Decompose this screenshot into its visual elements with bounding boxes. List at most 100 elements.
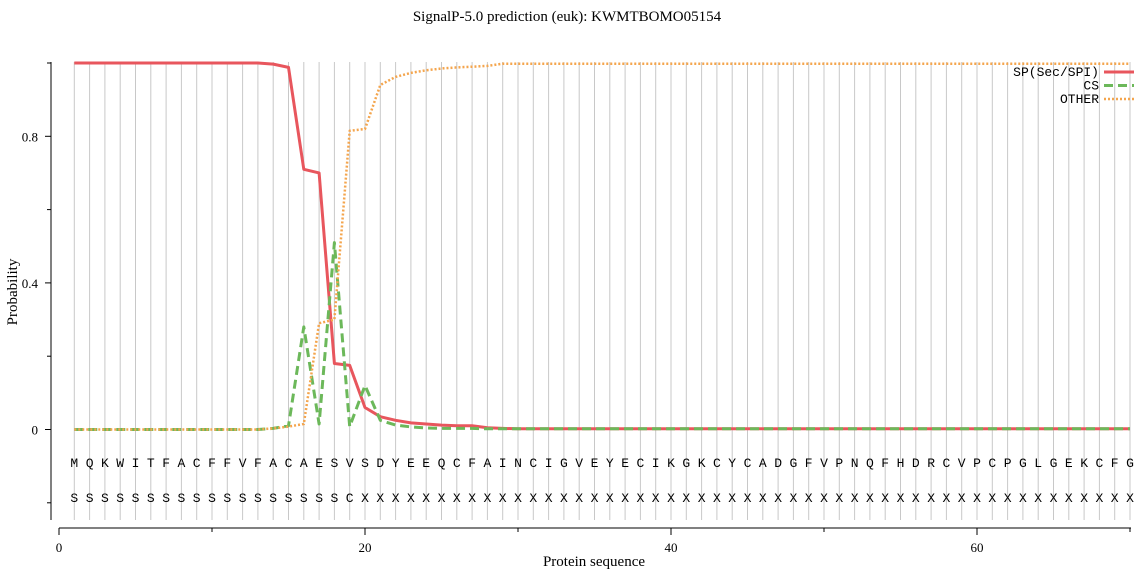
sequence-residue: G: [560, 456, 568, 471]
series-lines: [74, 61, 1130, 431]
annotation-label: X: [667, 491, 675, 506]
annotation-label: X: [881, 491, 889, 506]
series-line-cs: [74, 241, 1130, 431]
annotation-label: X: [897, 491, 905, 506]
sequence-residue: K: [698, 456, 706, 471]
annotation-label: X: [820, 491, 828, 506]
annotation-label: X: [927, 491, 935, 506]
sequence-residue: A: [269, 456, 277, 471]
annotation-label: C: [346, 491, 354, 506]
sequence-residue: Q: [438, 456, 446, 471]
sequence-residue: V: [346, 456, 354, 471]
annotation-label: X: [361, 491, 369, 506]
x-tick-label: 40: [665, 540, 678, 555]
sequence-residue: R: [927, 456, 935, 471]
annotation-label: S: [70, 491, 78, 506]
annotation-label: S: [254, 491, 262, 506]
y-tick-label: 0.4: [22, 276, 39, 291]
annotation-label: X: [1004, 491, 1012, 506]
annotation-label: S: [239, 491, 247, 506]
annotation-label: S: [269, 491, 277, 506]
annotation-label: X: [1095, 491, 1103, 506]
annotation-label: X: [973, 491, 981, 506]
annotation-label: X: [698, 491, 706, 506]
sequence-residue: E: [1065, 456, 1073, 471]
sequence-residue: F: [254, 456, 262, 471]
sequence-residue: C: [1095, 456, 1103, 471]
annotation-label: X: [529, 491, 537, 506]
sequence-residue: K: [101, 456, 109, 471]
annotation-label: X: [713, 491, 721, 506]
annotation-label: S: [132, 491, 140, 506]
sequence-residue: N: [851, 456, 859, 471]
sequence-residue: C: [942, 456, 950, 471]
sequence-residue: F: [208, 456, 216, 471]
annotation-label: X: [988, 491, 996, 506]
annotation-label: X: [774, 491, 782, 506]
sequence-residue: C: [988, 456, 996, 471]
sequence-residue: S: [330, 456, 338, 471]
sequence-residue: I: [132, 456, 140, 471]
sequence-residue: N: [514, 456, 522, 471]
annotation-label: X: [499, 491, 507, 506]
y-axis-ticks: 0 0.4 0.8: [22, 62, 51, 504]
sequence-residue: C: [744, 456, 752, 471]
sequence-residue: A: [300, 456, 308, 471]
sequence-residue: F: [881, 456, 889, 471]
annotation-label: X: [1126, 491, 1134, 506]
sequence-residue: P: [1004, 456, 1012, 471]
sequence-residue: V: [820, 456, 828, 471]
annotation-label: X: [422, 491, 430, 506]
annotation-label: X: [1080, 491, 1088, 506]
annotation-label: X: [606, 491, 614, 506]
annotation-label: X: [728, 491, 736, 506]
sequence-residue: D: [774, 456, 782, 471]
y-tick-label: 0: [32, 423, 39, 438]
sequence-residue: T: [147, 456, 155, 471]
sequence-residue: C: [529, 456, 537, 471]
sequence-residue: G: [1050, 456, 1058, 471]
sequence-residue: Y: [392, 456, 400, 471]
sequence-residue: E: [407, 456, 415, 471]
legend-label: CS: [1083, 79, 1099, 94]
annotation-label: X: [1019, 491, 1027, 506]
annotation-label: X: [866, 491, 874, 506]
legend-label: SP(Sec/SPI): [1013, 65, 1099, 80]
annotation-label: X: [851, 491, 859, 506]
sequence-residue: C: [636, 456, 644, 471]
sequence-residue: P: [835, 456, 843, 471]
sequence-residue: Q: [86, 456, 94, 471]
annotation-label: X: [958, 491, 966, 506]
sequence-residue: F: [468, 456, 476, 471]
series-line-other: [74, 62, 1130, 431]
sequence-residue: P: [973, 456, 981, 471]
annotation-label: S: [208, 491, 216, 506]
chart-title: SignalP-5.0 prediction (euk): KWMTBOMO05…: [413, 9, 722, 25]
annotation-label: X: [376, 491, 384, 506]
sequence-residue: S: [361, 456, 369, 471]
annotation-label: X: [759, 491, 767, 506]
annotation-label: S: [315, 491, 323, 506]
annotation-label: X: [483, 491, 491, 506]
sequence-residue: I: [499, 456, 507, 471]
x-tick-label: 20: [359, 540, 372, 555]
annotation-label: X: [636, 491, 644, 506]
sequence-residue: I: [545, 456, 553, 471]
sequence-residue: M: [70, 456, 78, 471]
sequence-residue: A: [759, 456, 767, 471]
sequence-residue: D: [376, 456, 384, 471]
sequence-residue: V: [239, 456, 247, 471]
x-tick-label: 0: [56, 540, 63, 555]
annotation-label: X: [1034, 491, 1042, 506]
annotation-label: X: [453, 491, 461, 506]
sequence-residue: E: [422, 456, 430, 471]
sequence-residue: A: [177, 456, 185, 471]
sequence-residue: K: [667, 456, 675, 471]
x-tick-label: 60: [971, 540, 984, 555]
annotation-label: S: [177, 491, 185, 506]
annotation-label: X: [438, 491, 446, 506]
sequence-residue: G: [1126, 456, 1134, 471]
